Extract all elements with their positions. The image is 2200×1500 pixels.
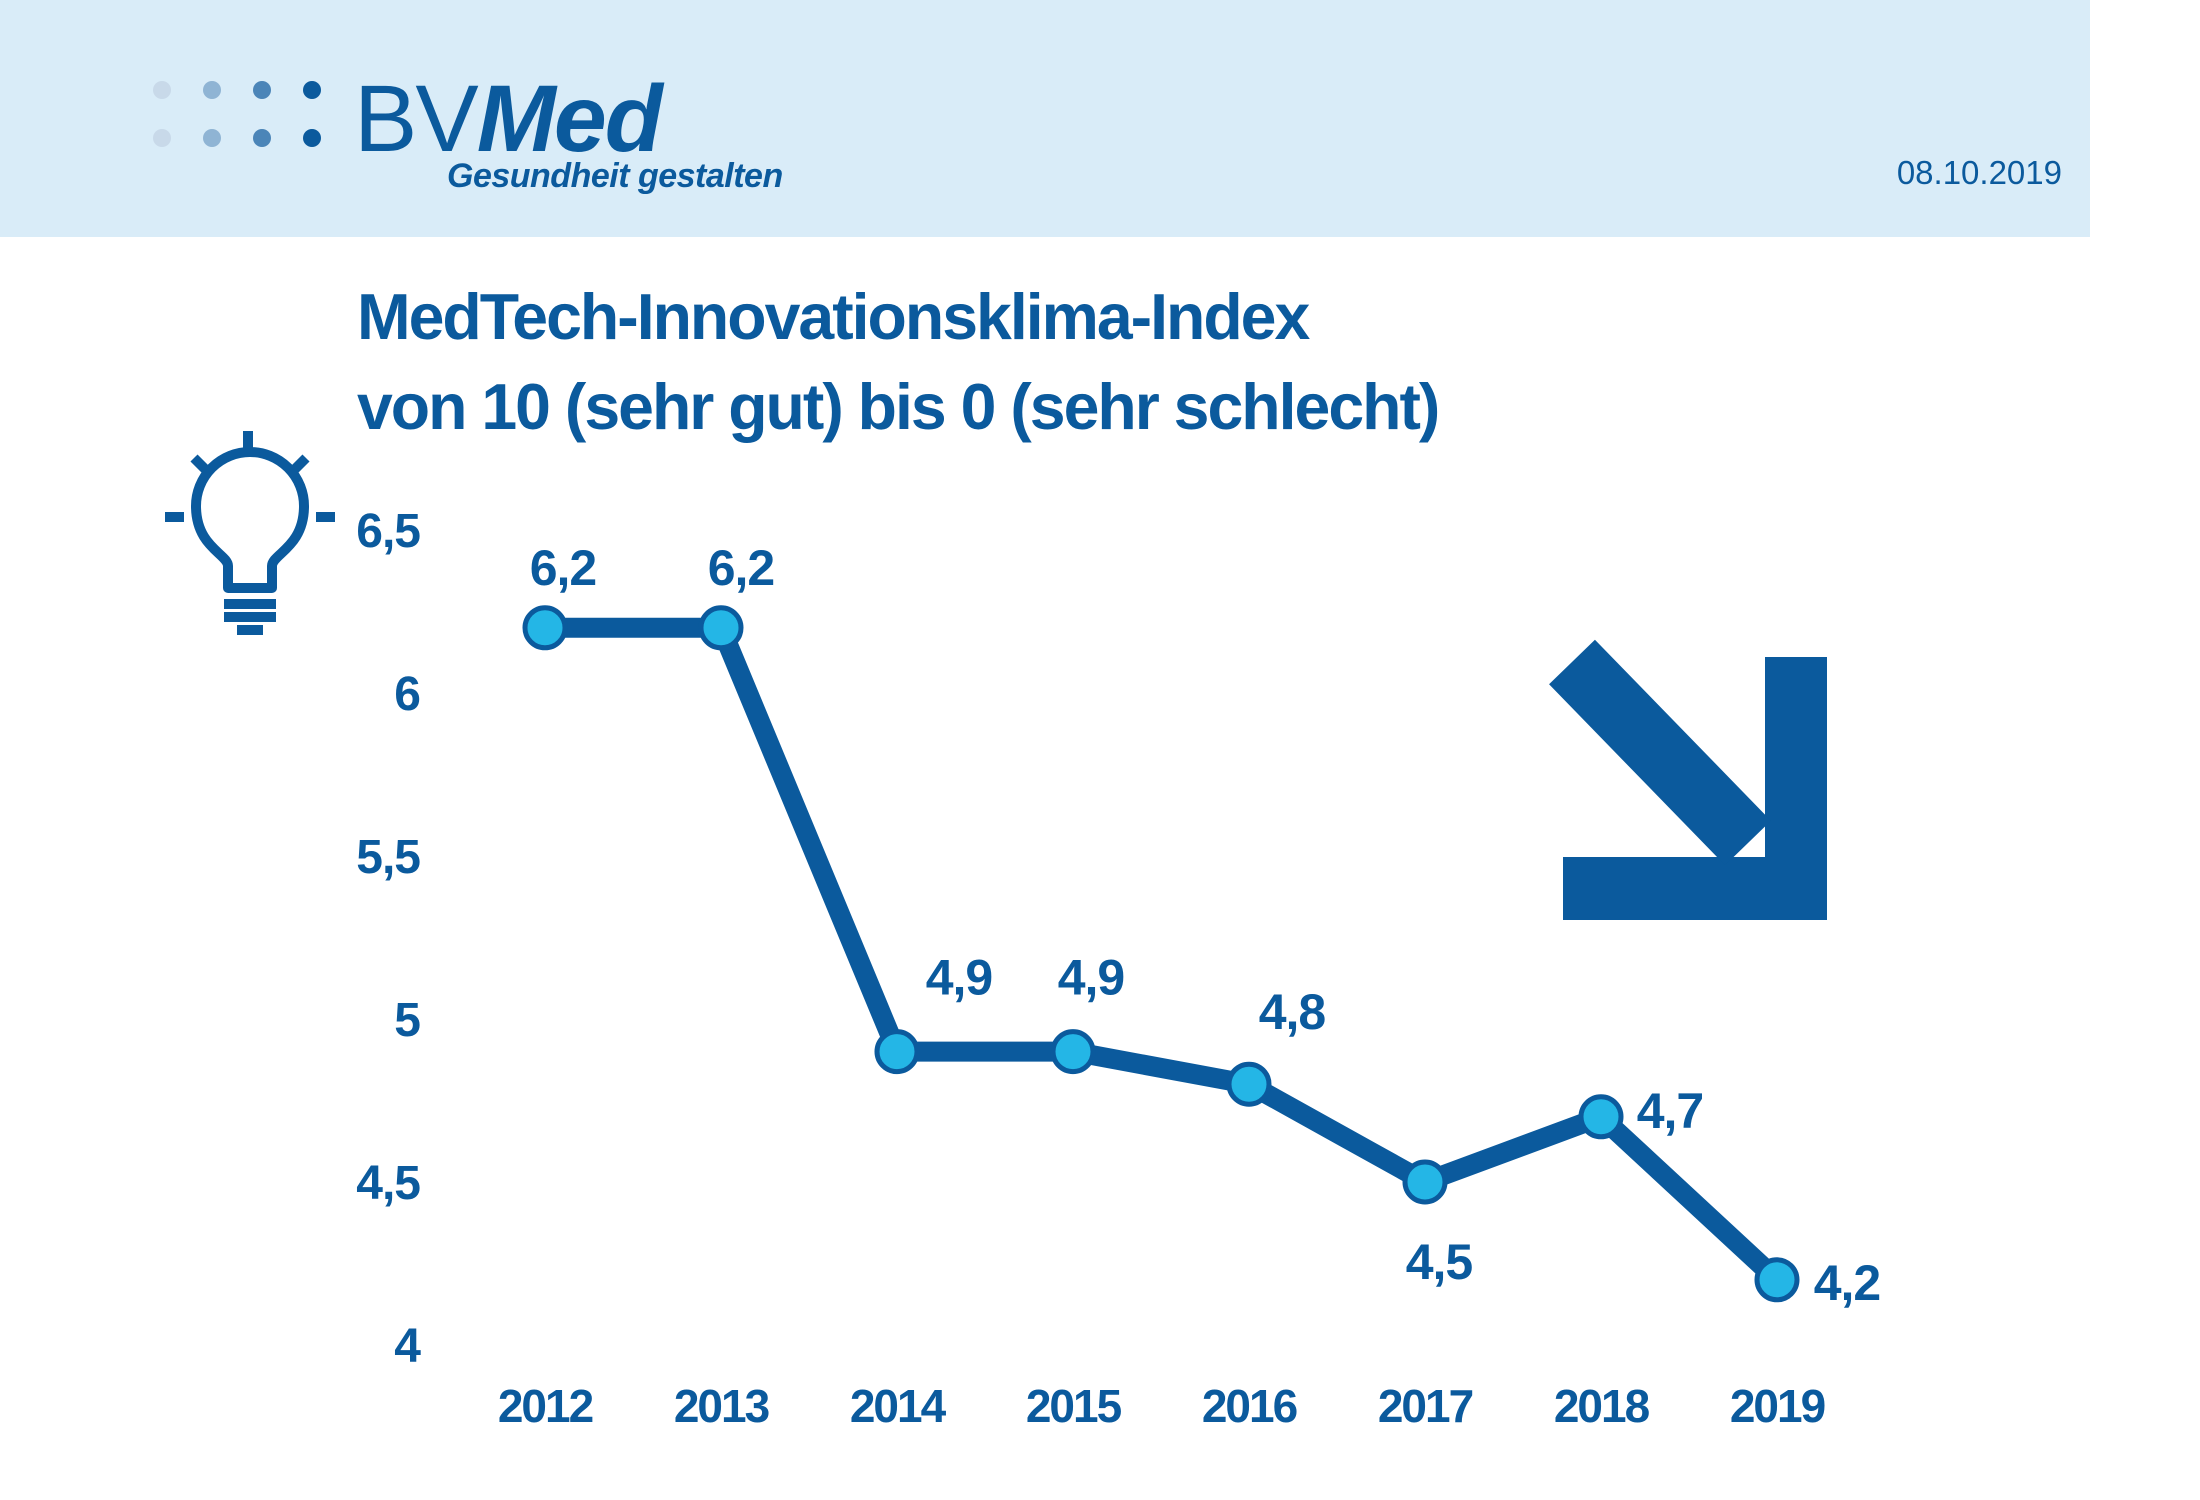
x-axis-year-label: 2013 <box>674 1380 769 1432</box>
data-point-marker <box>1402 1159 1448 1205</box>
logo-dot <box>153 81 171 99</box>
x-axis-year-label: 2016 <box>1202 1380 1297 1432</box>
y-axis-tick-label: 6,5 <box>356 505 420 558</box>
slide-date: 08.10.2019 <box>1896 154 2062 191</box>
data-point-marker <box>1226 1061 1272 1107</box>
logo-dot <box>253 81 271 99</box>
logo-tagline: Gesundheit gestalten <box>447 157 783 195</box>
header-band <box>0 0 2090 237</box>
chart-title: MedTech-Innovationsklima-Index von 10 (s… <box>357 272 1440 452</box>
data-point-value-label: 4,8 <box>1259 984 1326 1040</box>
logo-dot <box>203 129 221 147</box>
y-axis-tick-label: 4 <box>394 1320 421 1373</box>
data-point-marker <box>698 605 744 651</box>
y-axis-tick-label: 4,5 <box>356 1157 420 1210</box>
downward-trend-arrow-icon <box>1549 639 1827 920</box>
x-axis-year-label: 2012 <box>498 1380 593 1432</box>
data-point-value-label: 4,9 <box>926 950 993 1006</box>
y-axis-tick-label: 6 <box>394 668 420 721</box>
data-point-marker <box>1754 1257 1800 1303</box>
x-axis-year-label: 2015 <box>1026 1380 1122 1432</box>
y-axis-tick-label: 5,5 <box>356 831 420 884</box>
data-point-marker <box>522 605 568 651</box>
series-line <box>545 617 1784 1288</box>
logo-dot <box>303 81 321 99</box>
x-axis-year-label: 2017 <box>1378 1380 1473 1432</box>
x-axis-year-label: 2019 <box>1730 1380 1825 1432</box>
data-point-value-label: 4,5 <box>1406 1234 1473 1290</box>
data-point-value-label: 4,2 <box>1814 1255 1881 1311</box>
logo-dot <box>303 129 321 147</box>
y-axis-tick-label: 5 <box>394 994 420 1047</box>
logo-dot <box>203 81 221 99</box>
chart-title-line1: MedTech-Innovationsklima-Index <box>357 280 1310 353</box>
data-point-marker <box>874 1029 920 1075</box>
data-point-value-label: 4,7 <box>1637 1083 1704 1139</box>
data-point-marker <box>1050 1029 1096 1075</box>
lightbulb-icon <box>165 431 335 635</box>
chart-title-line2: von 10 (sehr gut) bis 0 (sehr schlecht) <box>357 370 1440 443</box>
x-axis-year-label: 2018 <box>1554 1380 1650 1432</box>
logo-text-bv: BV <box>354 66 479 172</box>
x-axis-year-label: 2014 <box>850 1380 947 1432</box>
bvmed-logo-dots <box>153 81 333 151</box>
data-point-marker <box>1578 1094 1624 1140</box>
data-point-value-label: 6,2 <box>708 540 775 596</box>
data-point-value-label: 4,9 <box>1058 950 1125 1006</box>
data-point-value-label: 6,2 <box>530 540 597 596</box>
logo-dot <box>153 129 171 147</box>
logo-text-med: Med <box>476 66 663 172</box>
logo-dot <box>253 129 271 147</box>
bvmed-logo: BVMed <box>354 72 663 167</box>
